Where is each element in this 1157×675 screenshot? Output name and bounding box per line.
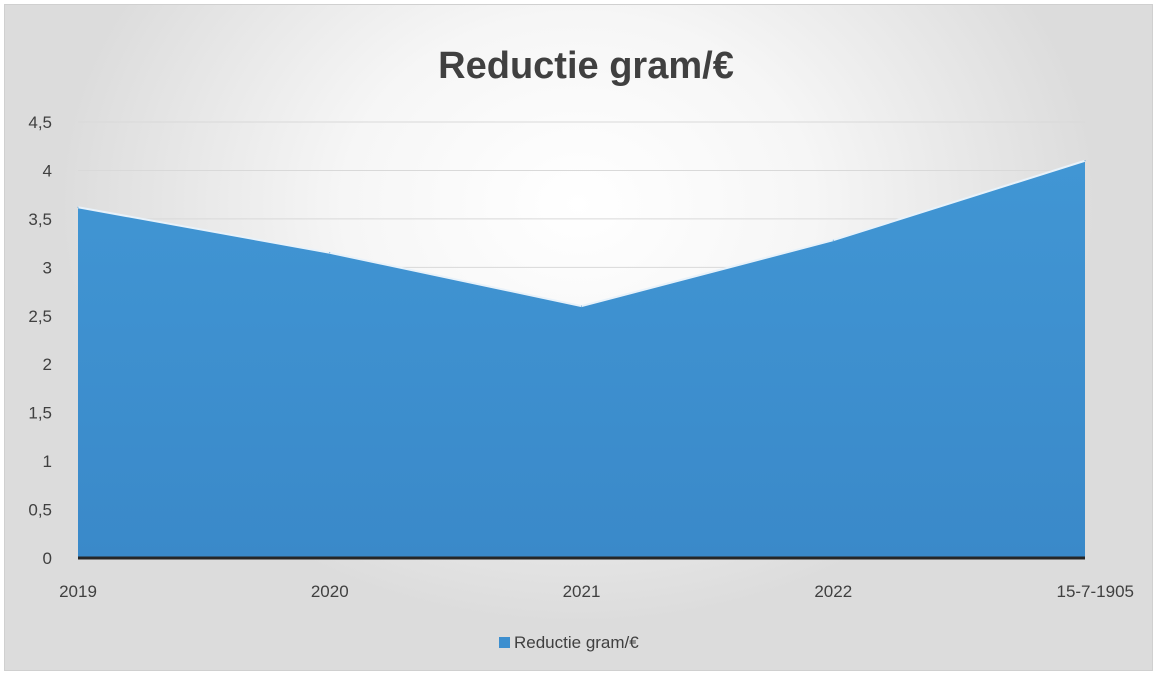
data-point <box>581 305 582 307</box>
data-point <box>832 239 834 241</box>
series-area <box>77 159 1086 558</box>
y-tick-label: 2,5 <box>28 307 52 326</box>
y-tick-label: 1,5 <box>28 404 52 423</box>
x-tick-label: 2021 <box>563 582 601 601</box>
y-tick-label: 0 <box>43 549 52 568</box>
x-tick-label: 15-7-1905 <box>1056 582 1134 601</box>
legend-label: Reductie gram/€ <box>514 633 639 652</box>
area-fill <box>78 160 1085 558</box>
y-axis-tick-labels: 0 0,5 1 1,5 2 2,5 3 3,5 4 4,5 <box>28 113 52 568</box>
data-point <box>1084 160 1086 162</box>
y-tick-label: 3 <box>43 258 52 277</box>
y-tick-label: 4 <box>43 161 52 180</box>
y-tick-label: 1 <box>43 452 52 471</box>
chart-title: Reductie gram/€ <box>438 45 734 87</box>
y-tick-label: 4,5 <box>28 113 52 132</box>
y-tick-label: 2 <box>43 355 52 374</box>
legend: Reductie gram/€ <box>499 633 639 652</box>
data-point <box>77 206 79 208</box>
y-tick-label: 0,5 <box>28 501 52 520</box>
x-axis-tick-labels: 2019 2020 2021 2022 15-7-1905 <box>59 582 1134 601</box>
x-tick-label: 2019 <box>59 582 97 601</box>
x-tick-label: 2020 <box>311 582 349 601</box>
x-tick-label: 2022 <box>814 582 852 601</box>
y-tick-label: 3,5 <box>28 210 52 229</box>
data-point <box>329 252 331 254</box>
legend-swatch <box>499 637 510 648</box>
